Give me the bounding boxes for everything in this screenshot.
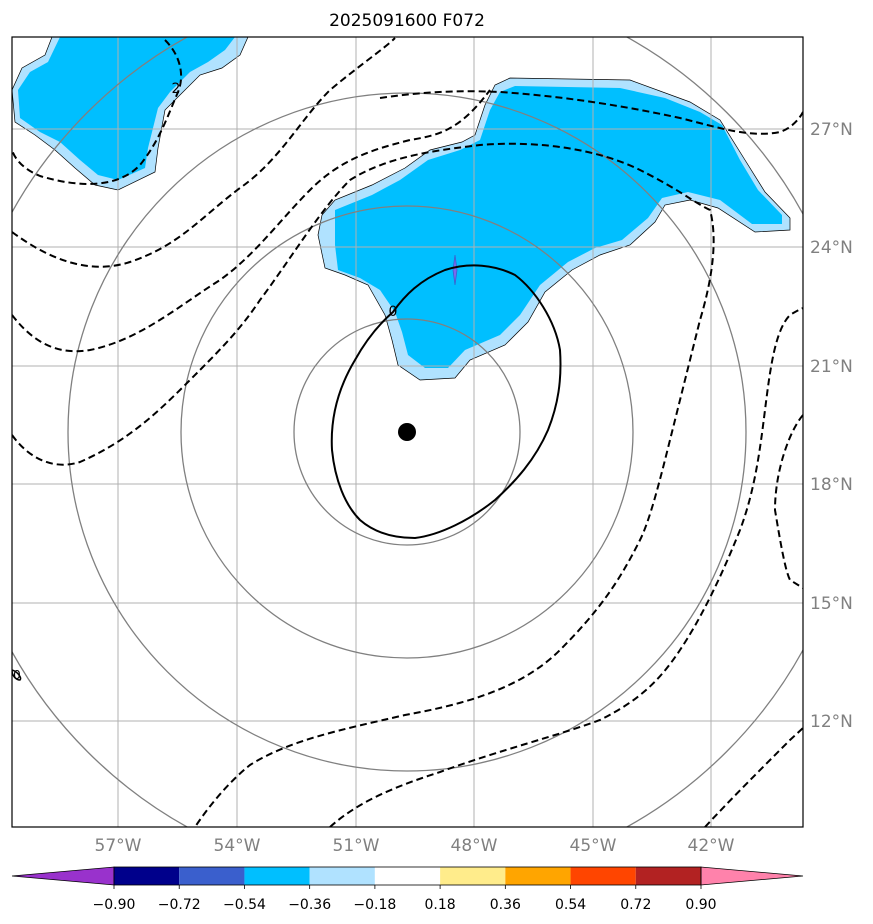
colorbar-bin [570, 867, 636, 885]
colorbar-extend-low [11, 866, 115, 886]
range-ring-3 [67, 92, 747, 772]
small-contour-west [12, 669, 22, 681]
colorbar: −0.90 −0.72 −0.54 −0.36 −0.18 0.18 0.36 0.54 0.7… [11, 866, 804, 913]
lat-label-27n: 27°N [810, 120, 853, 140]
dashed-contour-2 [12, 37, 396, 268]
range-ring-1 [293, 318, 521, 546]
dashed-contour-4 [12, 142, 715, 827]
lon-label-45w: 45°W [570, 836, 617, 856]
storm-center-marker [398, 423, 416, 441]
lat-label-12n: 12°N [810, 712, 853, 732]
lon-label-42w: 42°W [688, 836, 735, 856]
lat-label-24n: 24°N [810, 238, 853, 258]
latitude-labels: 27°N 24°N 21°N 18°N 15°N 12°N [810, 120, 853, 732]
dashed-contour-northwest [12, 39, 183, 185]
dashed-contour-6 [379, 90, 803, 135]
colorbar-bin [244, 867, 310, 885]
contour-label-2: 2 [172, 81, 181, 97]
map-title: 2025091600 F072 [329, 11, 485, 31]
contour-label-0-west: 0 [13, 668, 21, 682]
colorbar-tick-label: −0.90 [93, 897, 136, 913]
lon-label-48w: 48°W [451, 836, 498, 856]
lat-label-18n: 18°N [810, 475, 853, 495]
dashed-contour-southeast [704, 727, 803, 827]
lat-label-21n: 21°N [810, 357, 853, 377]
lon-label-54w: 54°W [214, 836, 261, 856]
colorbar-tick-label: −0.72 [158, 897, 201, 913]
colorbar-tick-label: 0.54 [555, 897, 586, 913]
colorbar-tick-label: −0.18 [353, 897, 396, 913]
gridlines [12, 37, 803, 827]
dashed-contours [12, 37, 803, 827]
dashed-contour-3 [12, 89, 491, 353]
dashed-contour-5 [329, 307, 803, 827]
solid-contour-center [330, 264, 562, 540]
map-frame [11, 36, 804, 828]
colorbar-tick-label: 0.90 [685, 897, 716, 913]
range-ring-2 [180, 205, 634, 659]
colorbar-bin [440, 867, 506, 885]
contour-label-0-center: 0 [389, 304, 398, 320]
colorbar-bin [505, 867, 571, 885]
colorbar-extend-high [700, 866, 804, 886]
colorbar-tick-label: 0.36 [490, 897, 521, 913]
colorbar-tick-label: 0.18 [425, 897, 456, 913]
shaded-region-central-core [335, 86, 782, 368]
colorbar-bin [114, 867, 180, 885]
map-area: 2 0 0 [12, 37, 803, 827]
colorbar-tick-label: −0.36 [288, 897, 331, 913]
lon-label-51w: 51°W [333, 836, 380, 856]
lat-label-15n: 15°N [810, 594, 853, 614]
longitude-labels: 57°W 54°W 51°W 48°W 45°W 42°W [95, 836, 735, 856]
colorbar-tick-label: 0.72 [620, 897, 651, 913]
negative-extreme-spot [452, 254, 458, 286]
colorbar-bin [635, 867, 701, 885]
colorbar-tick-label: −0.54 [223, 897, 266, 913]
colorbar-bin [309, 867, 375, 885]
dashed-contour-east [773, 414, 803, 589]
lon-label-57w: 57°W [95, 836, 142, 856]
colorbar-bin [179, 867, 245, 885]
colorbar-outline [113, 866, 702, 886]
colorbar-bin [374, 867, 441, 885]
range-rings [12, 37, 803, 827]
